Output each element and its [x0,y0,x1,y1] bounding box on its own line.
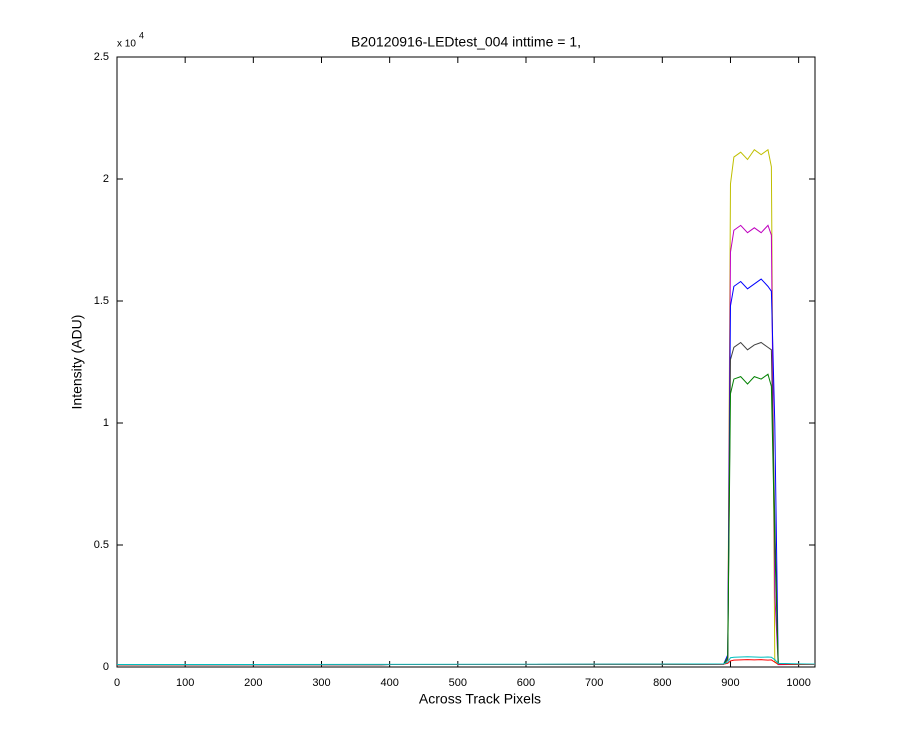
plot-area [116,56,816,668]
x-tick-label: 800 [653,677,671,689]
y-tick-label: 2.5 [94,51,109,63]
x-tick-label: 900 [721,677,739,689]
y-tick-label: 1 [103,417,109,429]
x-tick-label: 700 [585,677,603,689]
y-exponent-base: x 10 [117,39,136,50]
series-line [116,656,816,666]
x-tick-label: 500 [449,677,467,689]
x-tick-label: 600 [517,677,535,689]
x-tick-label: 1000 [786,677,810,689]
x-axis-label: Across Track Pixels [419,691,541,707]
x-tick-label: 100 [176,677,194,689]
chart-title: B20120916-LEDtest_004 inttime = 1, [351,34,581,50]
x-tick-label: 400 [380,677,398,689]
y-axis-label: Intensity (ADU) [69,315,85,410]
y-tick-label: 0.5 [94,539,109,551]
x-tick-label: 200 [244,677,262,689]
y-tick-label: 2 [103,173,109,185]
y-exponent: 4 [139,30,144,40]
y-tick-label: 1.5 [94,295,109,307]
y-tick-label: 0 [103,661,109,673]
x-tick-label: 0 [114,677,120,689]
x-tick-label: 300 [312,677,330,689]
